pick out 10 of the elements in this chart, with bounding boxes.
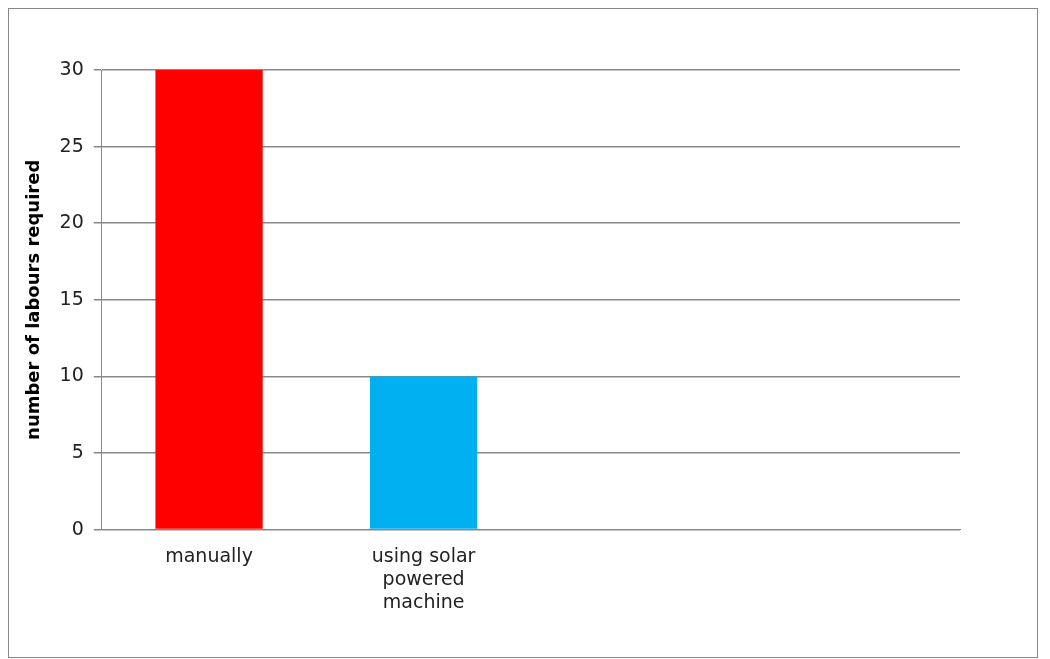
y-tick-label: 30: [59, 56, 84, 79]
y-tick-label: 25: [59, 133, 84, 156]
y-axis-title: number of labours required: [22, 159, 44, 440]
x-tick-label: using solar powered machine: [371, 543, 476, 612]
y-tick-label: 10: [59, 363, 84, 386]
y-tick-label: 20: [59, 210, 84, 233]
y-tick-label: 0: [71, 516, 84, 539]
y-tick-label: 15: [59, 286, 84, 309]
x-tick-label: manually: [165, 543, 253, 566]
y-tick-label: 5: [71, 439, 84, 462]
